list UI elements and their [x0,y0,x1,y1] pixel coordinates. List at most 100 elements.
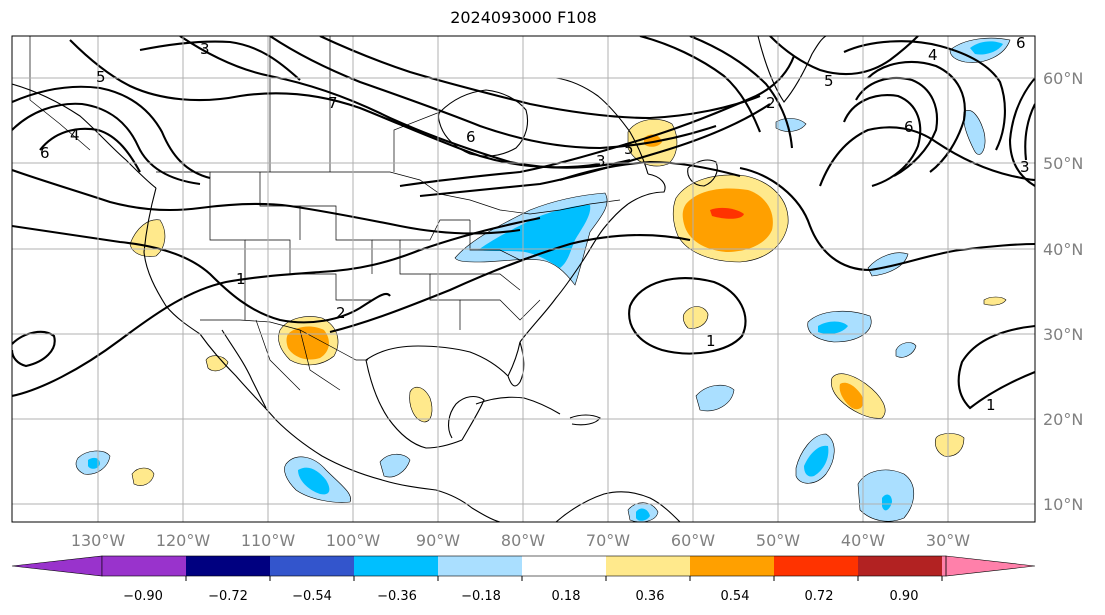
colorbar: −0.90 −0.72 −0.54 −0.36 −0.18 0.18 0.36 … [11,555,1036,604]
shade-blue-eastpacific-3 [379,453,411,478]
colorbar-bin-11 [942,556,946,576]
lat-label-60n: 60°N [1043,69,1083,88]
map-frame [11,35,1036,523]
shade-blue-small-east [895,342,917,358]
shade-cyan-subtropics [818,321,848,334]
lat-label-20n: 20°N [1043,410,1083,429]
contour-trough-1 [69,39,601,169]
shade-blue-caribbean-east [695,384,735,412]
contour-1-east [957,324,1035,410]
colorbar-bin-1 [102,556,186,576]
lon-label-110w: 110°W [241,531,296,550]
shade-cyan-greenland [970,41,1003,55]
contour-label-m: 1 [236,270,246,288]
contour-label-a: 3 [200,40,210,58]
coast-labrador [555,77,649,175]
lat-label-10n: 10°N [1043,495,1083,514]
contour-east-2 [867,60,966,173]
contour-jet-2 [419,103,771,198]
contour-label-q: 1 [986,396,996,414]
longitude-labels: 130°W 120°W 110°W 100°W 90°W 80°W 70°W 6… [71,531,970,550]
shade-red-north-atlantic [710,207,744,219]
contour-greenland-3 [769,36,919,76]
contour-label-o: 3 [1020,158,1030,176]
contour-trough-2 [179,36,631,169]
contour-1-far-west [12,330,56,368]
border-mexico-states [255,319,341,391]
colorbar-bin-8 [690,556,774,576]
colorbar-bin-3 [270,556,354,576]
shade-yellow-azores-small [983,296,1007,306]
lon-label-100w: 100°W [326,531,381,550]
coast-greenland-south [757,36,827,103]
contour-jet-1 [399,55,795,188]
border-alaska-canada [29,36,91,151]
colorbar-bin-2 [186,556,270,576]
colorbar-label-9: 0.72 [805,589,834,604]
colorbar-label-7: 0.36 [636,589,665,604]
shade-cyan-south-caribbean [636,508,650,521]
coast-nova-scotia [627,173,666,205]
colorbar-label-5: −0.18 [461,589,501,604]
lon-label-130w: 130°W [71,531,126,550]
contour-2-mid [329,234,691,334]
lon-label-60w: 60°W [671,531,715,550]
coast-hudson-bay [437,89,529,157]
colorbar-label-2: −0.72 [208,589,248,604]
contour-east-6 [1024,103,1035,161]
contour-label-j: 2 [766,94,776,112]
contour-east-1 [843,40,1006,151]
lon-label-40w: 40°W [841,531,885,550]
contour-2-west [12,224,391,324]
contour-3-west [12,169,521,235]
coast-gulf-of-california [221,329,267,409]
contour-label-e: 6 [466,128,476,146]
coast-central-america [435,489,501,522]
map-title: 2024093000 F108 [450,8,597,27]
colorbar-ticks [185,576,943,581]
colorbar-bin-9 [774,556,858,576]
colorbar-over-arrow [945,555,1036,577]
lon-label-30w: 30°W [926,531,970,550]
shade-yellow-baja [205,355,229,372]
latitude-labels: 60°N 50°N 40°N 30°N 20°N 10°N [1043,69,1083,514]
coast-florida [507,341,525,387]
contour-label-g: 6 [904,118,914,136]
coast-cuba [475,396,561,415]
contour-label-i: 3 [596,152,606,170]
border-state-3 [300,205,373,274]
colorbar-bin-10 [858,556,942,576]
negative-anomaly-areas [75,37,1011,522]
shade-cyan-eastpacific-1 [298,467,330,495]
contour-lines [12,36,1035,410]
contour-label-c: 6 [40,144,50,162]
lat-label-40n: 40°N [1043,240,1083,259]
border-canada-prov-3 [393,111,441,172]
contour-1-subtropics [628,277,747,355]
colorbar-under-arrow [11,555,103,577]
colorbar-label-6: 0.18 [552,589,581,604]
coast-gulf-mexico [365,345,509,377]
contour-label-n: 2 [336,304,346,322]
colorbar-bin-5 [438,556,522,576]
colorbar-frame [101,555,947,577]
contour-east-4 [843,94,922,188]
shade-blue-east-atlantic [963,110,986,155]
colorbar-bin-4 [354,556,438,576]
colorbar-label-4: −0.36 [377,589,417,604]
contour-east-7 [819,126,1035,187]
lat-label-50n: 50°N [1043,154,1083,173]
lon-label-50w: 50°W [756,531,800,550]
shade-orange-texas [286,326,329,360]
colorbar-label-3: −0.54 [292,589,332,604]
shade-yellow-pacific-small [131,467,155,486]
coast-alaska-westcoast [12,83,157,189]
shade-yellow-subtropical-west [682,306,709,329]
shade-cyan-tropical-2 [882,494,892,511]
contour-label-k: 4 [928,46,938,64]
border-state-2 [259,172,301,240]
contour-label-p: 1 [706,332,716,350]
contour-east-3 [855,76,938,177]
lon-label-80w: 80°W [501,531,545,550]
